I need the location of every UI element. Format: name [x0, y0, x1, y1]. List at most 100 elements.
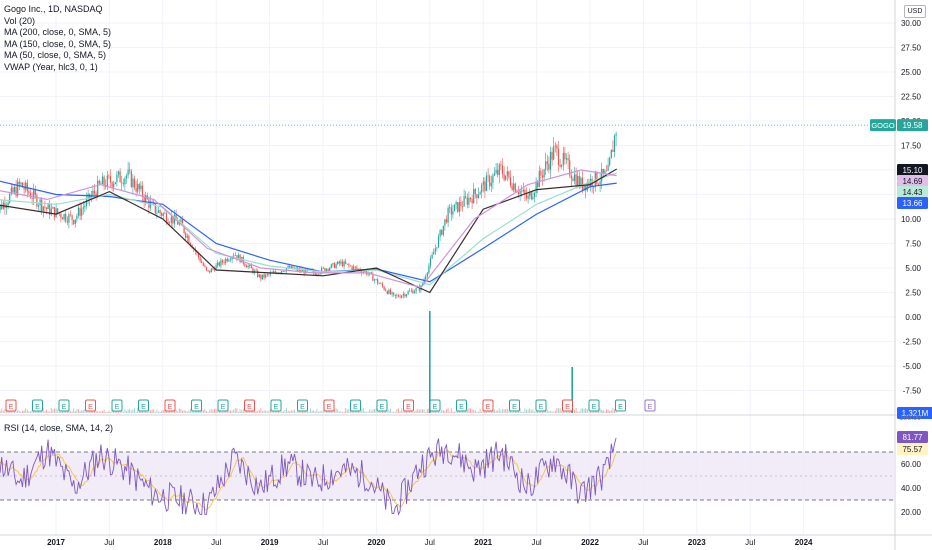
volume-bar: [76, 408, 78, 413]
candle-body: [145, 195, 147, 203]
candle-body: [233, 255, 235, 257]
candle-body: [229, 259, 232, 261]
candle-body: [471, 199, 473, 204]
candle-body: [613, 135, 616, 153]
legend-title[interactable]: Gogo Inc., 1D, NASDAQ: [4, 4, 103, 14]
volume-bar: [526, 409, 527, 413]
earnings-marker-label: E: [433, 404, 438, 411]
volume-bar: [546, 409, 548, 413]
candle-body: [433, 252, 435, 255]
candle-body: [345, 261, 347, 264]
volume-bar: [431, 410, 433, 413]
earnings-marker: [217, 399, 229, 412]
volume-bar: [14, 410, 15, 413]
candle-body: [202, 262, 204, 266]
volume-bar: [582, 408, 583, 413]
candle-body: [33, 190, 35, 199]
volume-bar: [113, 410, 115, 413]
legend-indicator-ma150[interactable]: MA (150, close, 0, SMA, 5): [4, 38, 112, 49]
volume-bar: [534, 411, 535, 413]
volume-bar: [214, 408, 215, 413]
volume-bar: [241, 410, 243, 413]
volume-bar: [290, 410, 292, 413]
indicator-lines: [0, 124, 895, 294]
candle-body: [367, 273, 369, 275]
candle-body: [133, 178, 136, 188]
candle-body: [503, 173, 505, 180]
candle-body: [63, 213, 65, 220]
candle-body: [151, 201, 153, 203]
earnings-marker: [111, 399, 123, 412]
volume-bar: [78, 409, 79, 413]
volume-bar: [554, 410, 556, 413]
candle-body: [529, 191, 531, 196]
price-tick-label: 10.00: [901, 215, 922, 224]
volume-bar: [529, 408, 531, 413]
candle-body: [583, 185, 585, 190]
vwap-line: [0, 169, 617, 289]
candle-body: [604, 170, 606, 174]
volume-bar: [230, 410, 231, 413]
candle-body: [553, 146, 555, 160]
candle-body: [29, 193, 32, 198]
candle-body: [69, 214, 72, 216]
volume-bar: [158, 411, 159, 413]
rsi-legend[interactable]: RSI (14, close, SMA, 14, 2): [4, 423, 114, 433]
candle-body: [57, 208, 59, 214]
chart-legend: Gogo Inc., 1D, NASDAQ Vol (20) MA (200, …: [4, 4, 111, 73]
candle-body: [401, 295, 403, 298]
candle-body: [247, 265, 249, 268]
candle-body: [290, 266, 292, 269]
time-tick-label: 2020: [368, 538, 386, 547]
volume-bar: [161, 410, 163, 413]
candle-body: [500, 164, 502, 166]
candle-body: [101, 176, 104, 185]
volume-bar: [210, 409, 212, 413]
candle-body: [10, 187, 12, 194]
candle-body: [181, 219, 184, 226]
legend-indicator-vol[interactable]: Vol (20): [4, 15, 36, 26]
legend-indicator-vwap[interactable]: VWAP (Year, hlc3, 0, 1): [4, 61, 98, 72]
legend-indicator-ma50[interactable]: MA (50, close, 0, SMA, 5): [4, 50, 107, 60]
candle-body: [593, 186, 595, 188]
volume-bar: [505, 409, 507, 413]
candle-body: [125, 175, 128, 179]
volume-bar: [321, 411, 323, 413]
volume-bar: [447, 408, 449, 413]
candle-body: [370, 272, 372, 274]
volume-bar: [204, 408, 206, 413]
candle-body: [442, 225, 444, 235]
candle-body: [281, 271, 283, 273]
volume-bar: [492, 409, 494, 413]
volume-bar: [428, 408, 430, 413]
volume-bar: [212, 409, 214, 413]
candle-body: [0, 204, 1, 210]
time-axis: 2017 Jul 2018 Jul 2019 Jul 2020 Jul 2021 Jul 2022 J…: [47, 538, 813, 547]
candle-body: [260, 274, 262, 280]
volume-bar: [454, 411, 455, 413]
candle-body: [53, 207, 56, 218]
time-tick-label: 2023: [688, 538, 706, 547]
candle-body: [138, 183, 140, 190]
volume-bar: [350, 409, 351, 413]
candle-body: [44, 206, 46, 208]
volume-bar: [262, 411, 263, 413]
volume-bar: [354, 410, 356, 413]
candle-body: [469, 197, 472, 200]
volume-bar: [545, 411, 547, 413]
volume-bar: [166, 411, 167, 413]
candle-body: [273, 271, 275, 273]
earnings-marker: [58, 399, 70, 412]
candle-body: [428, 265, 430, 273]
rsi-ma-badge-bg: [897, 443, 928, 455]
time-tick-label: Jul: [531, 538, 541, 547]
earnings-marker: [429, 399, 441, 412]
volume-bar: [399, 411, 401, 413]
earnings-marker-label: E: [353, 404, 358, 411]
candle-body: [129, 169, 131, 171]
currency-button[interactable]: USD: [904, 5, 926, 18]
legend-indicator-ma200[interactable]: MA (200, close, 0, SMA, 5): [4, 27, 112, 37]
earnings-marker-label: E: [35, 404, 40, 411]
candle-body: [23, 187, 25, 190]
